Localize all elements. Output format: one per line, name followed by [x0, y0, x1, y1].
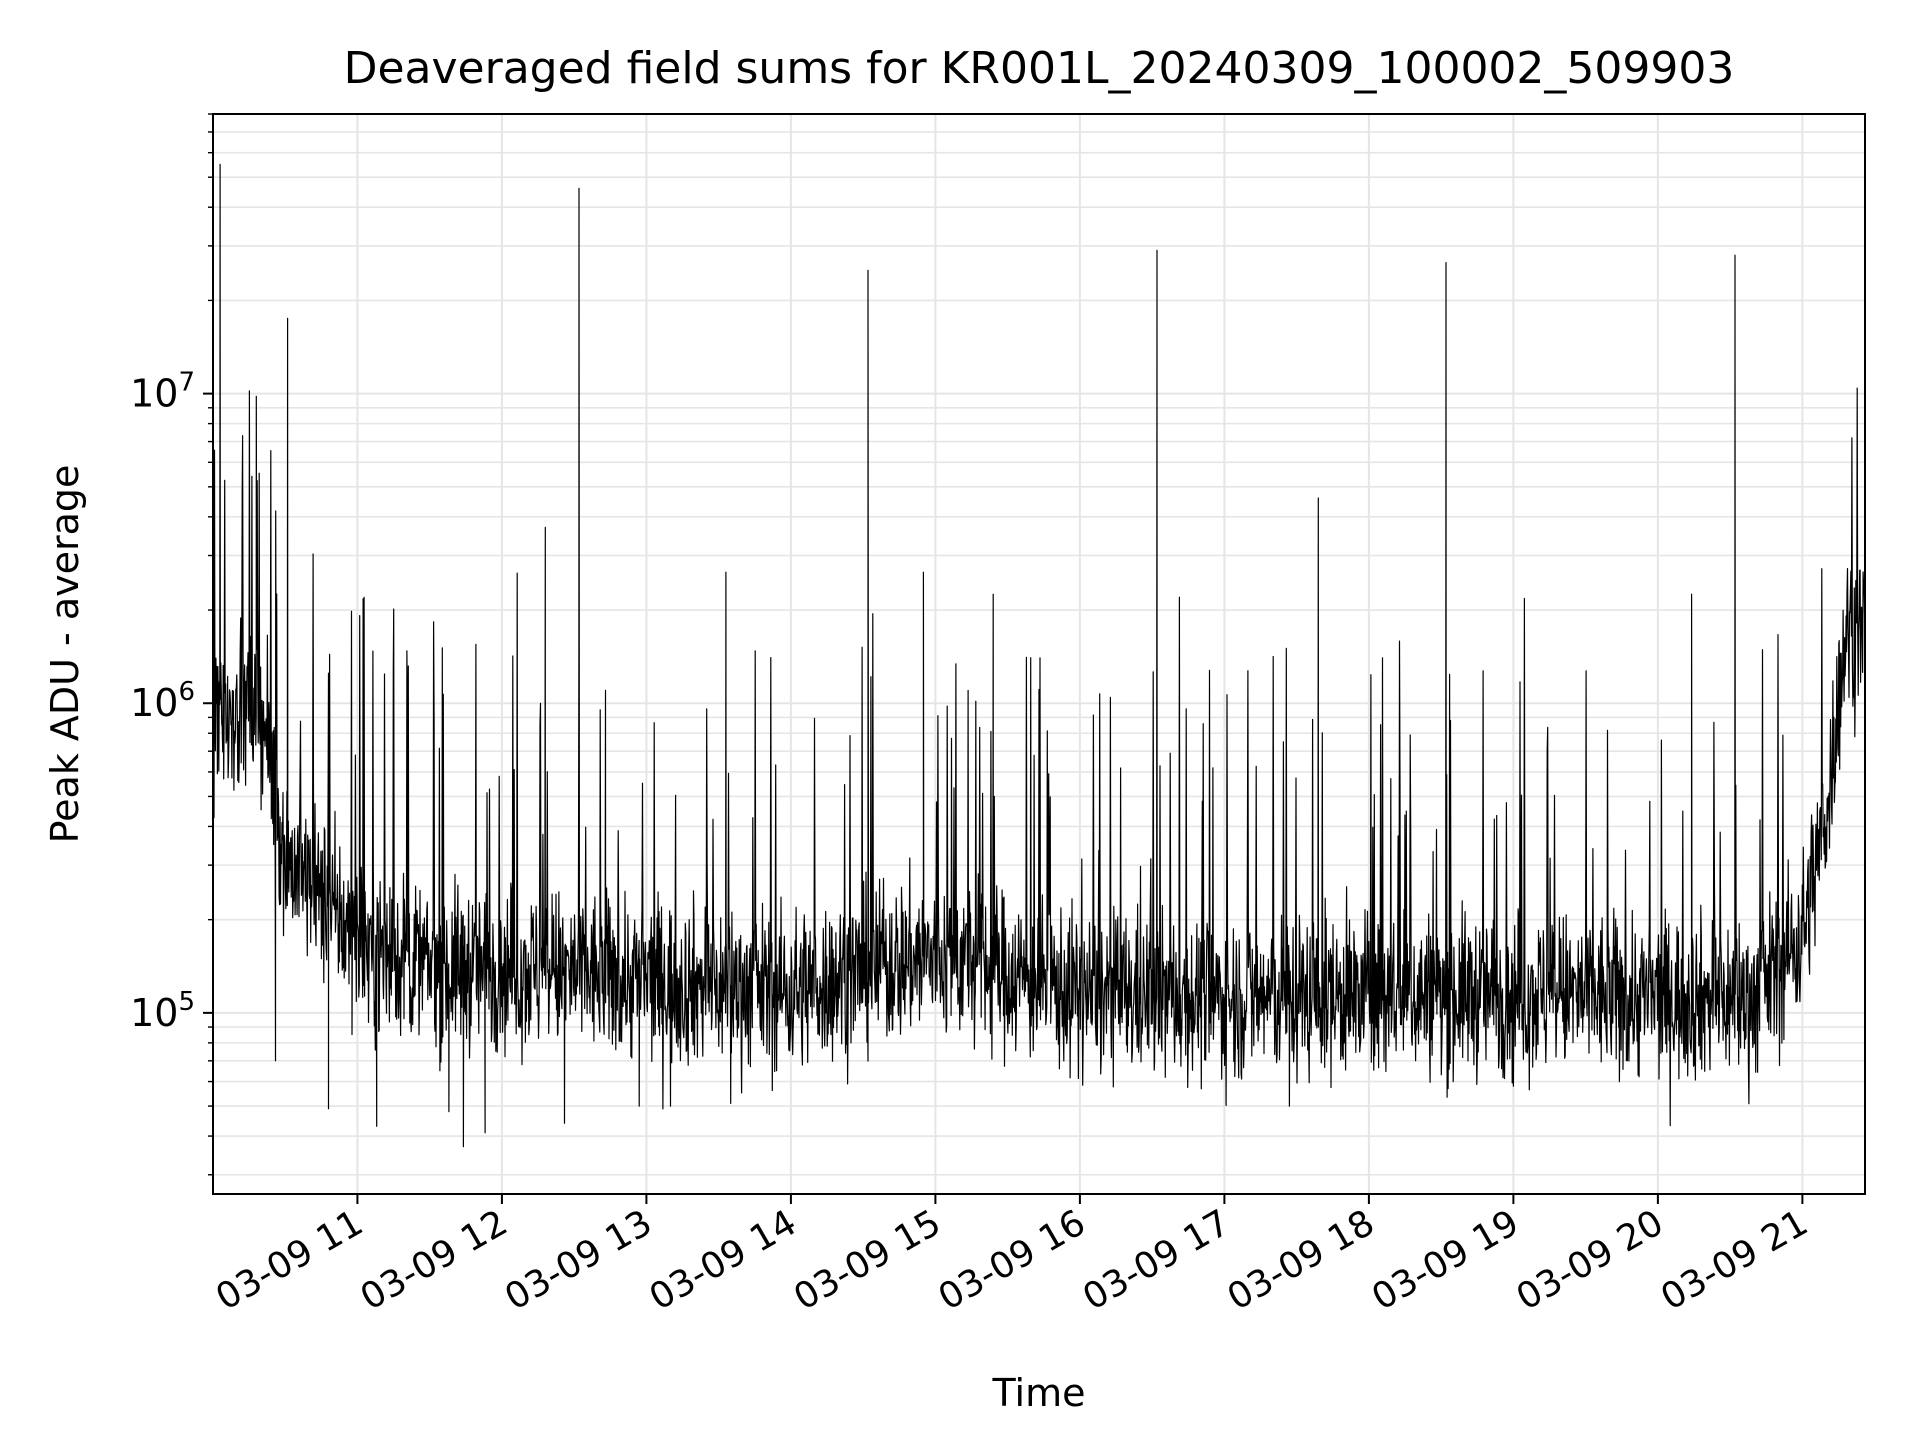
- y-tick-label: 107: [130, 368, 195, 416]
- chart-title: Deaveraged field sums for KR001L_2024030…: [344, 43, 1735, 94]
- x-axis-label: Time: [992, 1371, 1086, 1415]
- y-axis-label: Peak ADU - average: [43, 465, 87, 844]
- plot-area: [212, 113, 1866, 1195]
- y-tick-label: 105: [130, 987, 195, 1035]
- y-tick-label: 106: [130, 677, 195, 725]
- y-axis-ticks: 105 106 107: [130, 113, 213, 1176]
- axes-frame: [212, 113, 1866, 1195]
- series-line: [212, 163, 1866, 1148]
